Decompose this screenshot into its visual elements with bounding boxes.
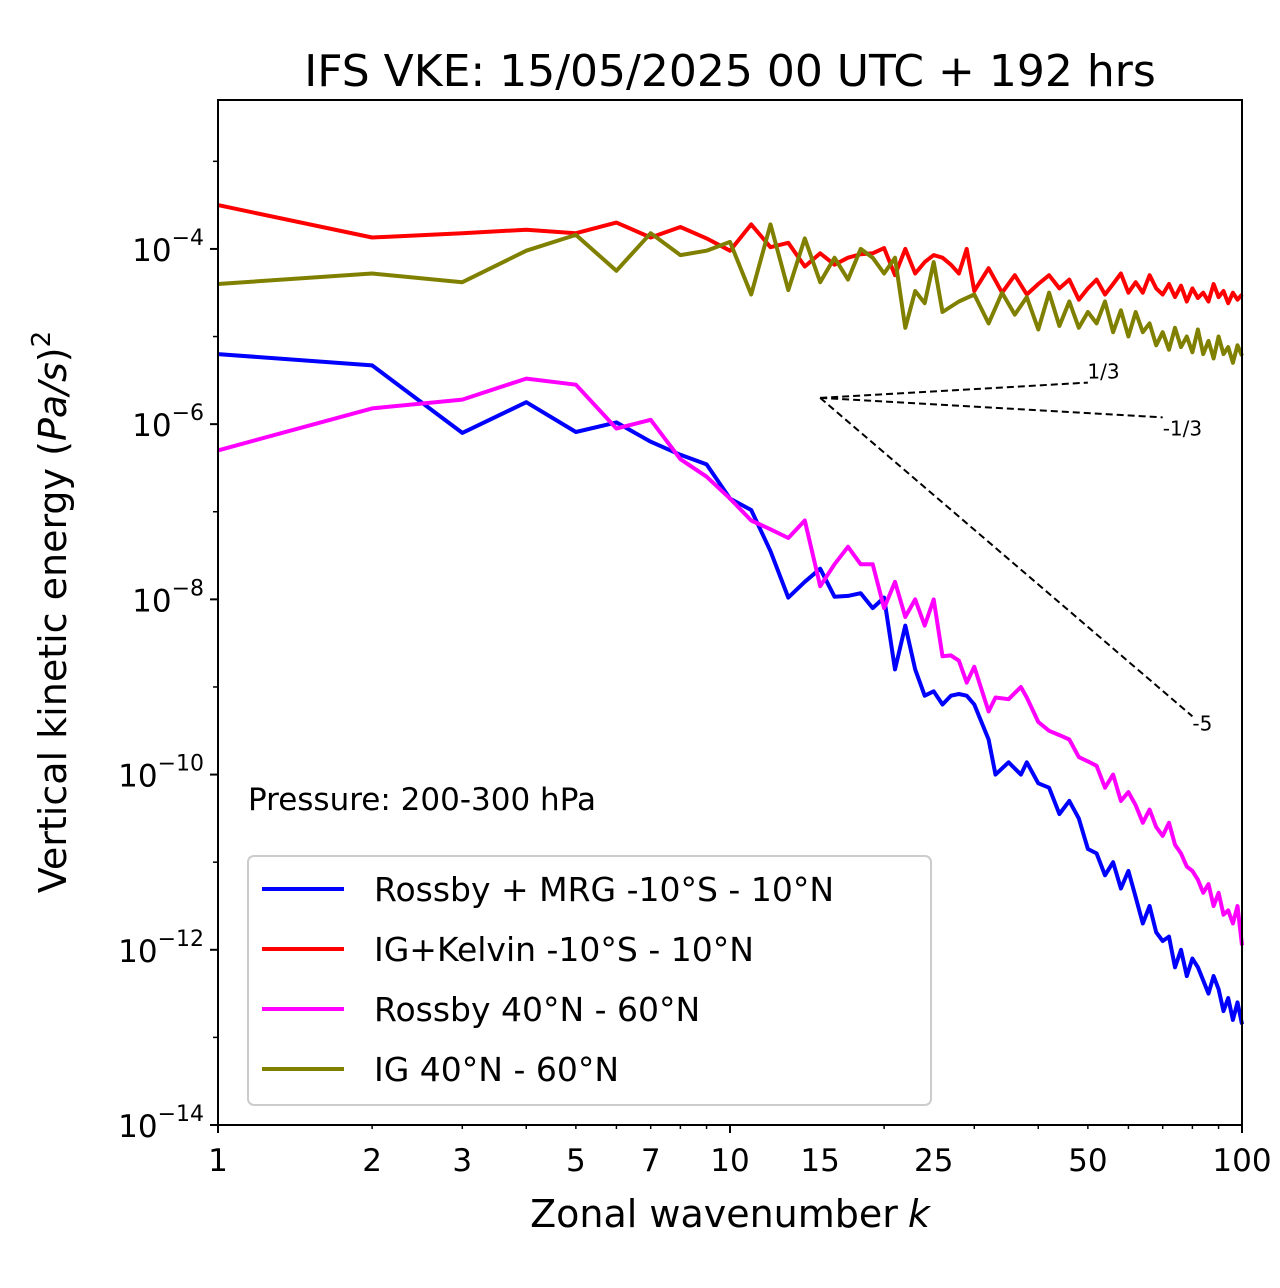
x-tick-label: 15 bbox=[800, 1143, 839, 1179]
slope-line-1 bbox=[820, 396, 1163, 419]
y-tick-label: 10−14 bbox=[118, 1102, 204, 1145]
legend-label-1: IG+Kelvin -10°S - 10°N bbox=[374, 930, 754, 969]
y-tick-label: 10−6 bbox=[132, 401, 204, 444]
y-tick-label: 10−10 bbox=[118, 752, 204, 795]
slope-label-0: 1/3 bbox=[1087, 360, 1119, 384]
slope-line-2 bbox=[819, 397, 1194, 718]
series-line-0 bbox=[217, 352, 1244, 1025]
slope-label-2: -5 bbox=[1192, 711, 1212, 735]
x-tick-label: 2 bbox=[362, 1143, 382, 1179]
legend: Rossby + MRG -10°S - 10°N IG+Kelvin -10°S… bbox=[247, 855, 932, 1106]
y-axis-label-power: 2 bbox=[27, 331, 57, 348]
legend-label-3: IG 40°N - 60°N bbox=[374, 1050, 619, 1089]
x-tick-label: 25 bbox=[914, 1143, 953, 1179]
x-axis-label: Zonal wavenumber k bbox=[530, 1192, 932, 1236]
y-axis-label-suffix: ) bbox=[31, 347, 75, 362]
series-line-2 bbox=[217, 376, 1244, 946]
pressure-annotation: Pressure: 200-300 hPa bbox=[248, 782, 596, 818]
x-axis-label-text: Zonal wavenumber bbox=[530, 1192, 898, 1236]
legend-label-0: Rossby + MRG -10°S - 10°N bbox=[374, 870, 834, 909]
y-tick-label: 10−12 bbox=[118, 927, 204, 970]
x-tick-label: 10 bbox=[710, 1143, 749, 1179]
y-axis-label-unit: Pa/s bbox=[31, 362, 75, 441]
legend-box bbox=[247, 855, 932, 1106]
series-line-1 bbox=[217, 203, 1244, 306]
y-axis-ticks: 10−4 10−6 10−8 10−10 10−12 10−14 bbox=[118, 160, 218, 1145]
x-axis-ticks: 1 2 3 5 7 10 15 25 50 100 bbox=[208, 1125, 1272, 1179]
x-tick-label: 7 bbox=[641, 1143, 661, 1179]
y-axis-label-prefix: Vertical kinetic energy ( bbox=[31, 441, 75, 893]
x-axis-label-symbol: k bbox=[908, 1192, 932, 1236]
slope-label-1: -1/3 bbox=[1163, 416, 1202, 440]
x-tick-label: 50 bbox=[1068, 1143, 1107, 1179]
y-tick-label: 10−4 bbox=[132, 226, 204, 269]
series-line-3 bbox=[217, 222, 1244, 365]
series-layer bbox=[217, 203, 1244, 1025]
chart-title: IFS VKE: 15/05/2025 00 UTC + 192 hrs bbox=[304, 46, 1156, 97]
y-axis-label: Vertical kinetic energy (Pa/s)2 bbox=[27, 331, 75, 893]
x-tick-label: 1 bbox=[208, 1143, 228, 1179]
reference-slopes: 1/3 -1/3 -5 bbox=[819, 360, 1212, 735]
y-tick-label: 10−8 bbox=[132, 576, 204, 619]
x-tick-label: 3 bbox=[452, 1143, 472, 1179]
x-tick-label: 100 bbox=[1212, 1143, 1271, 1179]
slope-line-0 bbox=[820, 381, 1088, 399]
legend-label-2: Rossby 40°N - 60°N bbox=[374, 990, 700, 1029]
x-tick-label: 5 bbox=[566, 1143, 586, 1179]
